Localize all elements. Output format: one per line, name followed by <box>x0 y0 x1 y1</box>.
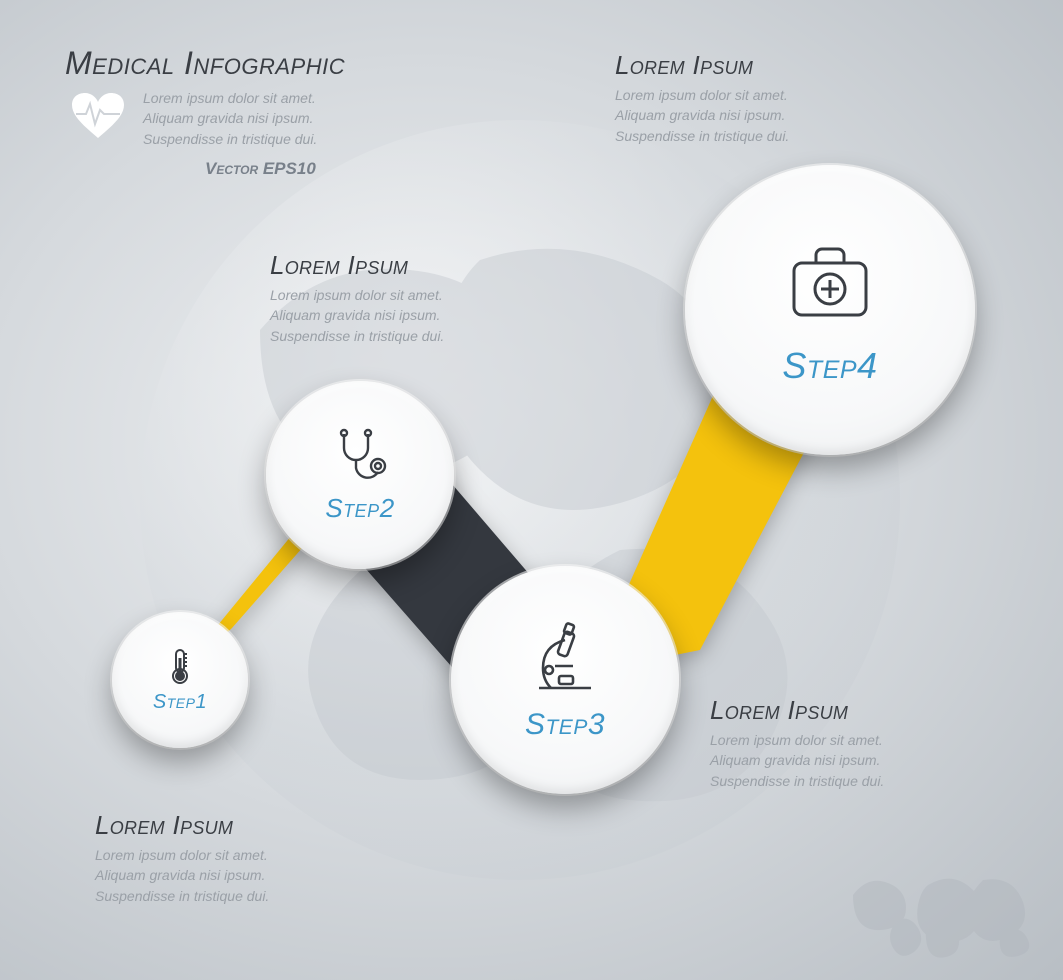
desc-title: Lorem Ipsum <box>615 50 789 81</box>
page-title: Medical Infographic <box>65 45 345 82</box>
step-circle-2: Step2 <box>266 381 454 569</box>
desc-step2: Lorem Ipsum Lorem ipsum dolor sit amet. … <box>270 250 444 346</box>
desc-body: Lorem ipsum dolor sit amet. Aliquam grav… <box>710 730 884 791</box>
desc-step3: Lorem Ipsum Lorem ipsum dolor sit amet. … <box>710 695 884 791</box>
thermometer-icon <box>160 646 200 686</box>
step-circle-3: Step3 <box>451 566 679 794</box>
header-body: Lorem ipsum dolor sit amet. Aliquam grav… <box>143 88 345 149</box>
medkit-icon <box>780 233 880 333</box>
step-label-4: Step4 <box>782 345 877 387</box>
heart-ecg-icon <box>70 92 126 140</box>
desc-title: Lorem Ipsum <box>95 810 269 841</box>
stethoscope-icon <box>330 426 390 486</box>
step-label-1: Step1 <box>153 691 207 714</box>
world-map-mini <box>843 860 1043 960</box>
desc-step1: Lorem Ipsum Lorem ipsum dolor sit amet. … <box>95 810 269 906</box>
step-label-3: Step3 <box>525 708 605 742</box>
desc-body: Lorem ipsum dolor sit amet. Aliquam grav… <box>615 85 789 146</box>
step-label-2: Step2 <box>325 493 394 524</box>
header-subtitle: Vector EPS10 <box>205 159 345 179</box>
desc-title: Lorem Ipsum <box>270 250 444 281</box>
step-circle-4: Step4 <box>685 165 975 455</box>
desc-step4: Lorem Ipsum Lorem ipsum dolor sit amet. … <box>615 50 789 146</box>
desc-body: Lorem ipsum dolor sit amet. Aliquam grav… <box>270 285 444 346</box>
step-circle-1: Step1 <box>112 612 248 748</box>
desc-title: Lorem Ipsum <box>710 695 884 726</box>
desc-body: Lorem ipsum dolor sit amet. Aliquam grav… <box>95 845 269 906</box>
microscope-icon <box>525 618 605 698</box>
